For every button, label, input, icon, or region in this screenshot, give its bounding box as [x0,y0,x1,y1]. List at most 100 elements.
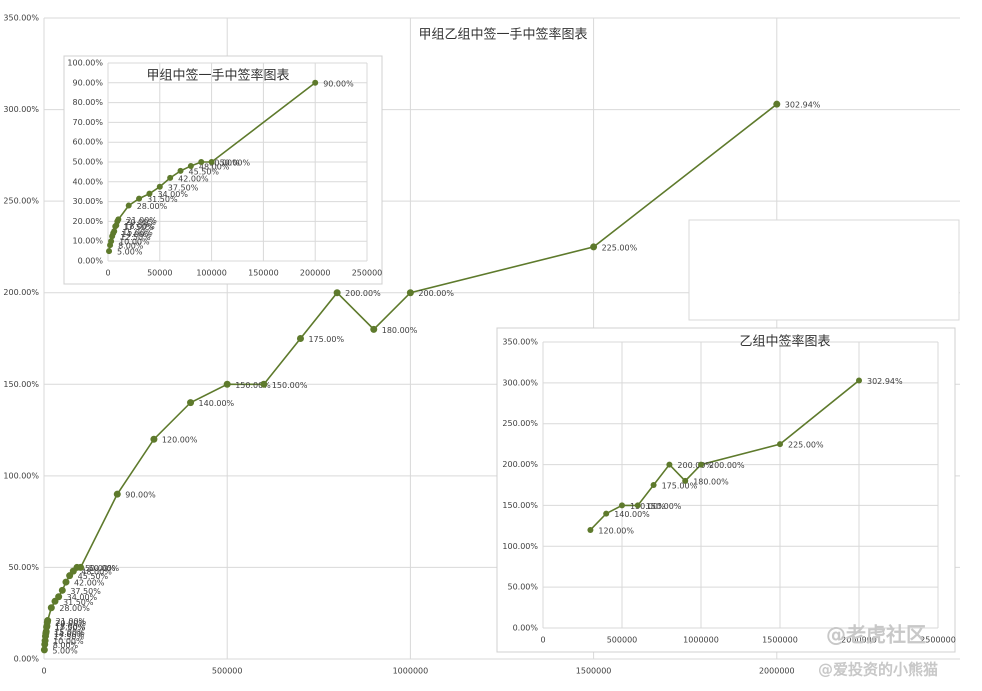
data-label: 21.00% [126,216,157,225]
data-point [62,578,70,586]
x-tick-label: 0 [41,667,46,676]
chart-title: 甲组中签一手中签率图表 [146,68,289,84]
data-point [167,174,174,181]
y-tick-label: 60.00% [72,138,103,147]
y-tick-label: 350.00% [502,338,538,347]
data-point [187,162,194,169]
data-label: 150.00% [630,502,666,511]
x-tick-label: 1500000 [576,667,612,676]
data-label: 20.00% [125,218,156,227]
data-label: 17.50% [55,623,86,632]
data-point [40,646,48,654]
x-tick-label: 0 [105,269,110,278]
data-point [208,159,215,165]
x-tick-label: 500000 [212,667,243,676]
data-label: 28.00% [59,604,90,613]
data-label: 31.50% [147,195,178,204]
data-label: 31.50% [63,598,94,607]
y-tick-label: 40.00% [72,177,103,186]
data-point [777,441,783,448]
data-label: 17.50% [123,223,154,232]
data-point [634,502,641,509]
chart-title: 乙组中签率图表 [739,334,830,350]
data-label: 42.00% [178,174,209,183]
y-tick-label: 150.00% [3,380,39,389]
data-label: 90.00% [125,491,156,500]
data-label: 28.00% [137,202,168,211]
data-label: 150.00% [235,381,271,390]
data-label: 42.00% [74,579,105,588]
data-label: 18.00% [55,623,86,632]
y-tick-label: 20.00% [72,217,103,226]
x-tick-label: 1000000 [683,636,719,645]
data-point [698,461,704,468]
empty-box [688,219,960,321]
data-point [682,477,689,484]
data-label: 10.00% [119,238,150,247]
data-label: 175.00% [662,482,698,491]
watermark: @老虎社区 [826,623,926,647]
data-point [58,586,66,594]
data-label: 150.00% [646,502,682,511]
data-label: 8.00% [53,641,79,650]
data-point [106,248,113,255]
data-label: 175.00% [308,335,344,344]
y-tick-label: 0.00% [513,624,539,633]
x-tick-label: 500000 [607,636,638,645]
watermark: @爱投资的小熊猫 [818,661,938,679]
x-tick-label: 200000 [300,269,331,278]
x-tick-label: 2500000 [920,636,956,645]
data-point [370,325,378,333]
data-label: 45.50% [78,572,109,581]
x-tick-label: 100000 [196,269,227,278]
data-line [589,379,860,531]
y-tick-label: 90.00% [72,78,103,87]
data-label: 14.00% [121,230,152,239]
data-point [156,183,163,190]
data-label: 180.00% [382,326,418,335]
data-point [856,377,862,384]
data-label: 50.00% [89,564,120,573]
data-point [111,228,118,235]
y-tick-label: 200.00% [3,288,39,297]
data-label: 8.00% [118,242,144,251]
data-point [312,79,319,86]
y-tick-label: 0.00% [14,655,40,664]
data-label: 140.00% [199,399,235,408]
y-tick-label: 70.00% [72,118,103,127]
data-label: 37.50% [70,587,101,596]
data-point [590,243,598,251]
y-tick-label: 0.00% [78,257,104,266]
y-tick-label: 100.00% [3,471,39,480]
data-point [650,482,657,488]
y-tick-label: 200.00% [502,460,538,469]
data-label: 90.00% [323,79,354,88]
data-label: 45.50% [189,167,220,176]
data-point [77,563,85,571]
x-tick-label: 150000 [248,269,279,278]
data-label: 150.00% [272,381,308,390]
x-tick-label: 250000 [352,269,383,278]
data-label: 302.94% [785,101,821,110]
x-tick-label: 0 [540,636,545,645]
x-tick-label: 2000000 [841,636,877,645]
data-point [333,289,341,297]
chart-title: 甲组乙组中签一手中签率图表 [418,27,587,43]
data-label: 20.00% [55,619,86,628]
data-label: 140.00% [614,510,650,519]
y-tick-label: 100.00% [67,59,103,68]
data-label: 200.00% [345,289,381,298]
data-label: 15.00% [54,628,85,637]
data-point [296,335,304,342]
data-label: 14.00% [54,630,85,639]
data-point [55,593,63,601]
data-label: 225.00% [788,441,824,450]
x-tick-label: 1500000 [762,636,798,645]
y-tick-label: 30.00% [72,197,103,206]
data-point [108,238,115,245]
data-point [603,510,610,517]
data-point [619,502,625,509]
x-tick-label: 2000000 [759,667,795,676]
y-tick-label: 10.00% [72,237,103,246]
